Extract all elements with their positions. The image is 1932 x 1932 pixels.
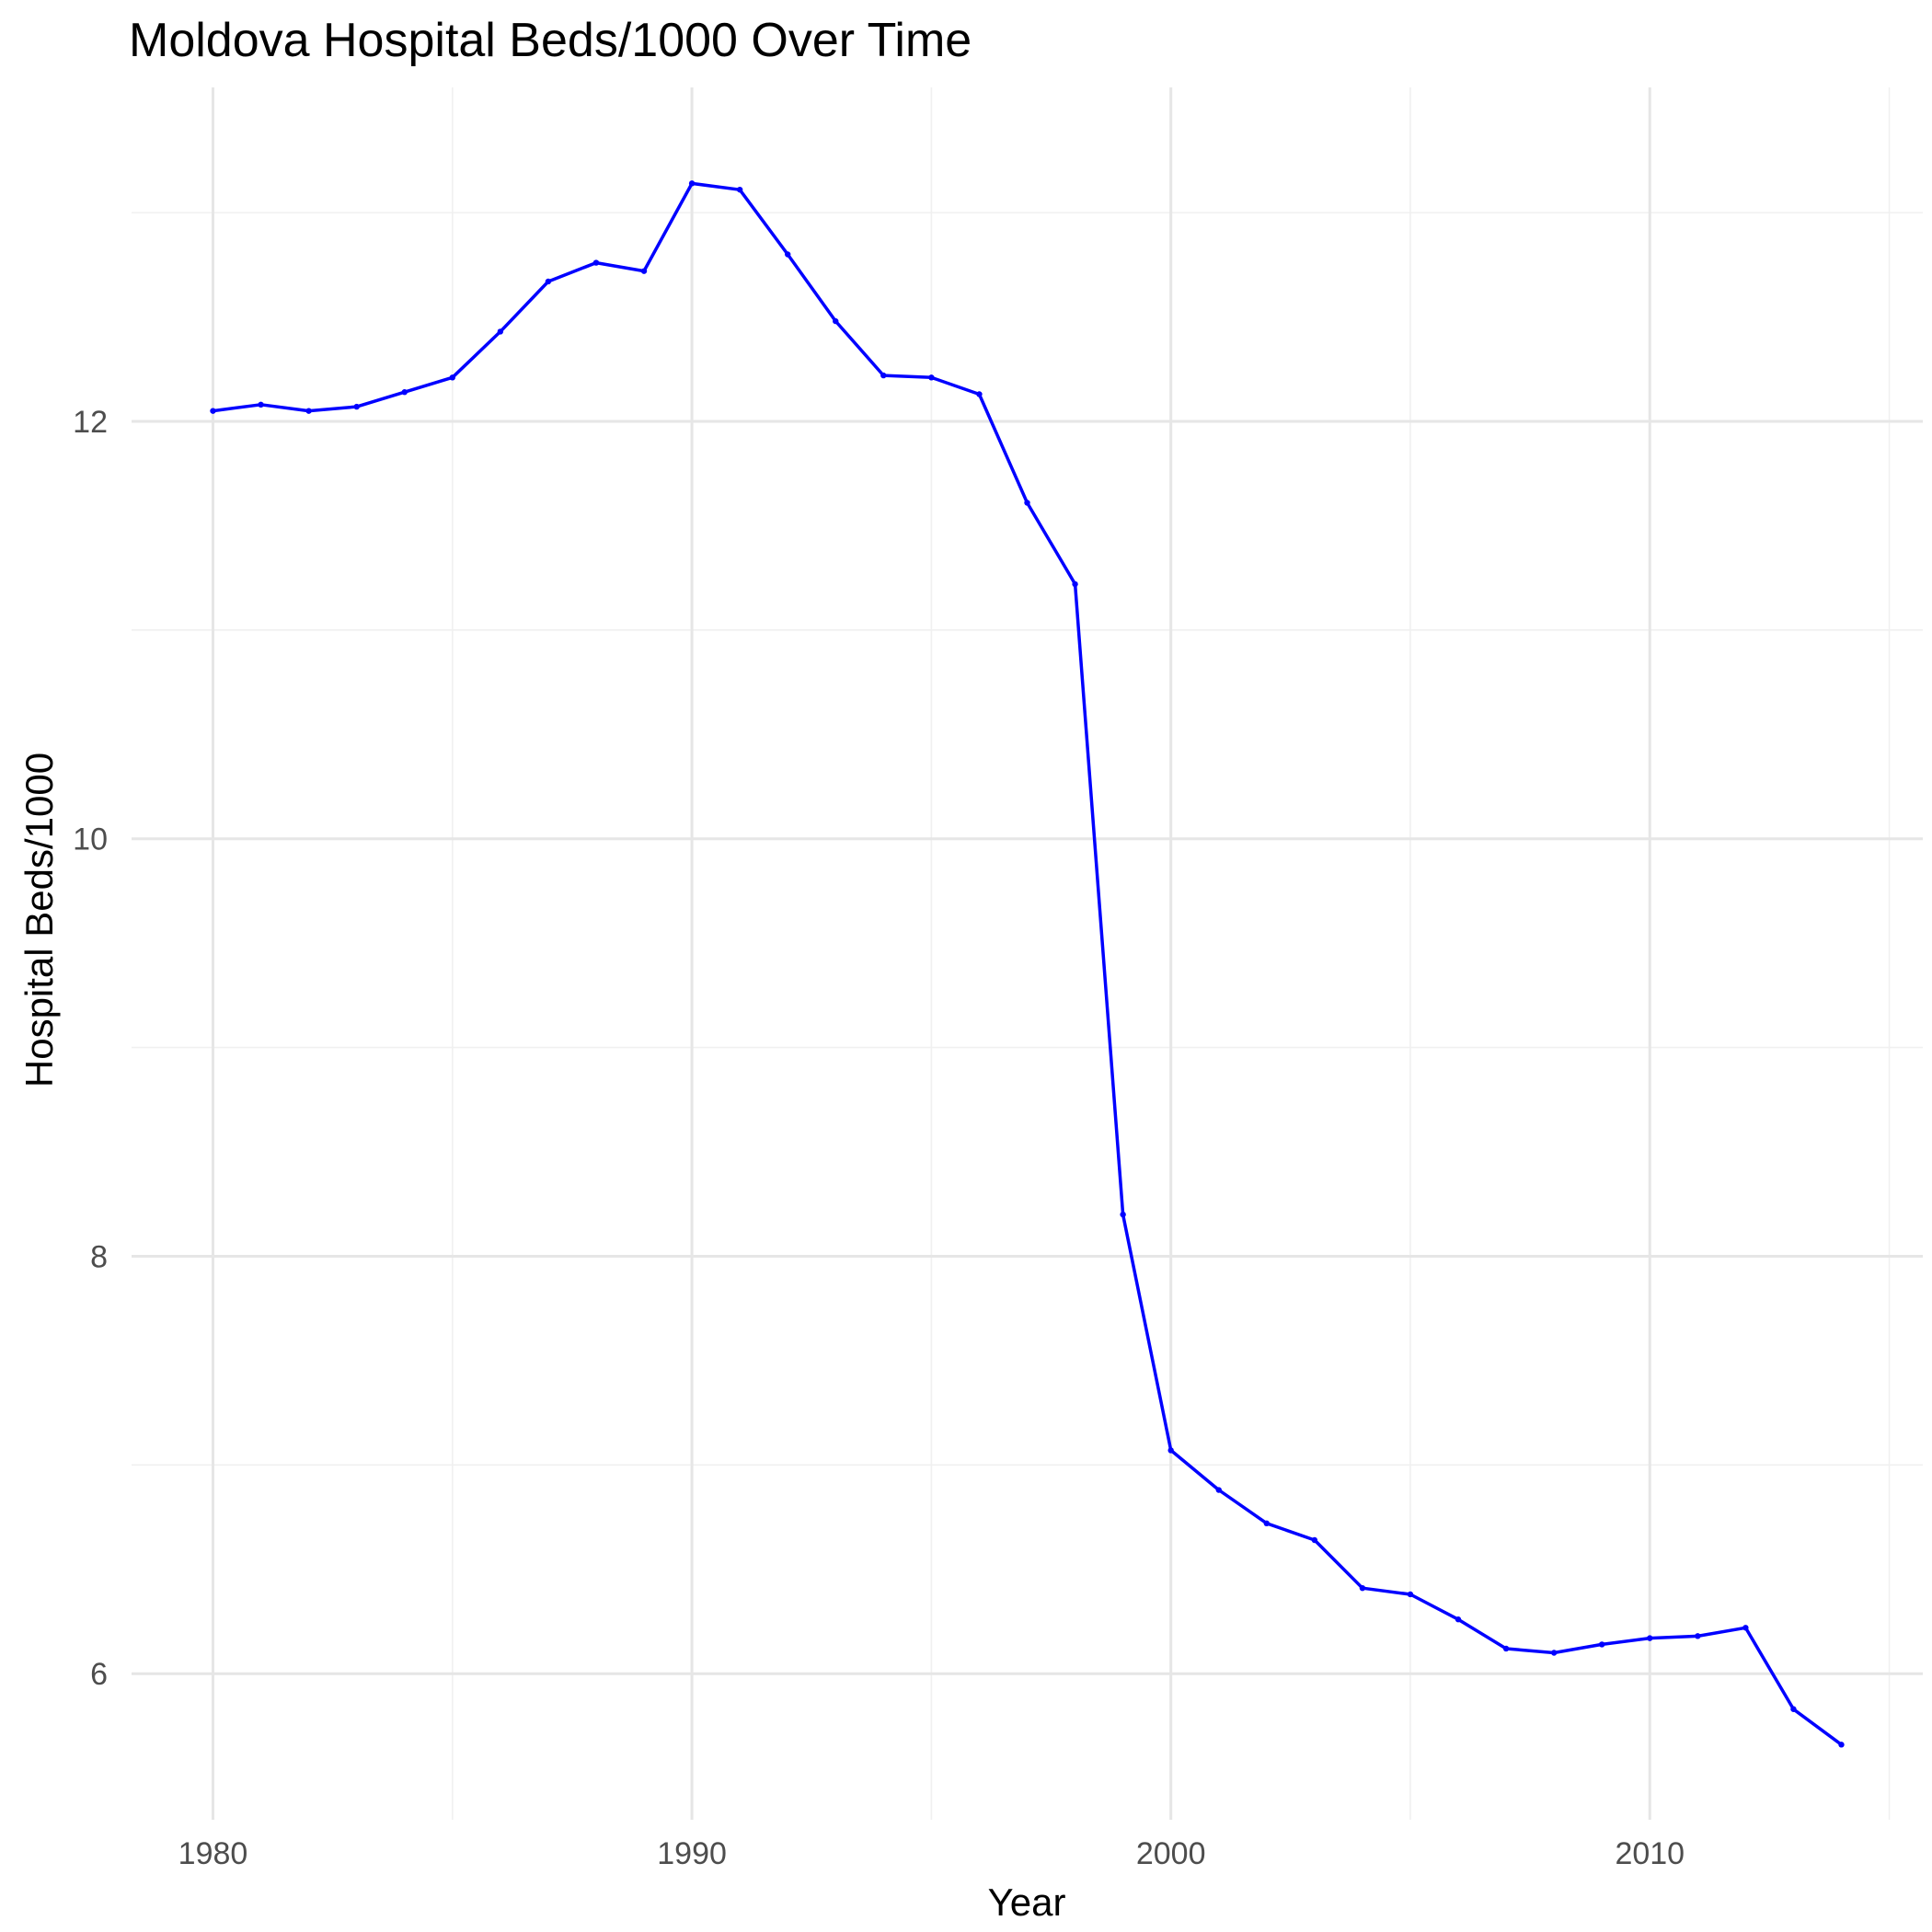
data-point xyxy=(640,268,648,274)
data-point xyxy=(305,408,312,414)
x-tick-label: 1980 xyxy=(178,1836,248,1871)
data-point xyxy=(1311,1536,1318,1544)
data-point xyxy=(1359,1584,1366,1592)
series xyxy=(210,180,1845,1748)
x-tick-label: 1990 xyxy=(657,1836,727,1871)
data-point xyxy=(1167,1447,1174,1454)
data-point xyxy=(1742,1625,1749,1631)
data-point xyxy=(1838,1742,1845,1748)
data-point xyxy=(1263,1520,1270,1527)
x-tick-label: 2010 xyxy=(1615,1836,1685,1871)
y-tick-label: 10 xyxy=(73,822,108,857)
series-line xyxy=(213,181,1843,1746)
data-point xyxy=(1455,1616,1462,1623)
data-point xyxy=(688,180,696,187)
data-point xyxy=(353,403,360,410)
x-tick-label: 2000 xyxy=(1136,1836,1206,1871)
y-tick-label: 8 xyxy=(90,1239,108,1274)
data-point xyxy=(1599,1641,1605,1648)
x-axis-title: Year xyxy=(988,1880,1066,1924)
data-point xyxy=(545,278,552,285)
data-point xyxy=(592,259,600,266)
data-point xyxy=(736,186,743,193)
data-point xyxy=(1790,1706,1797,1712)
data-point xyxy=(210,408,216,414)
y-axis-title: Hospital Beds/1000 xyxy=(17,753,61,1087)
data-point xyxy=(1407,1591,1414,1598)
data-point xyxy=(880,372,887,379)
data-point xyxy=(449,374,455,381)
data-point xyxy=(1215,1487,1222,1493)
data-point xyxy=(1120,1211,1126,1218)
y-tick-label: 12 xyxy=(73,405,108,440)
data-point xyxy=(928,374,935,381)
axis-ticks: 1980 1990 2000 2010 6 8 10 12 xyxy=(73,405,1685,1871)
grid xyxy=(132,87,1923,1820)
data-point xyxy=(401,389,408,396)
data-point xyxy=(1024,500,1030,506)
data-point xyxy=(833,317,839,325)
data-point xyxy=(785,251,791,258)
y-tick-label: 6 xyxy=(90,1657,108,1692)
data-point xyxy=(497,328,504,335)
chart-title: Moldova Hospital Beds/1000 Over Time xyxy=(129,14,972,67)
data-point xyxy=(258,401,264,408)
data-point xyxy=(1072,581,1078,588)
data-point xyxy=(976,391,983,397)
data-point xyxy=(1695,1633,1701,1639)
data-point xyxy=(1550,1650,1558,1656)
data-point xyxy=(1647,1635,1653,1641)
data-point xyxy=(1502,1645,1510,1652)
